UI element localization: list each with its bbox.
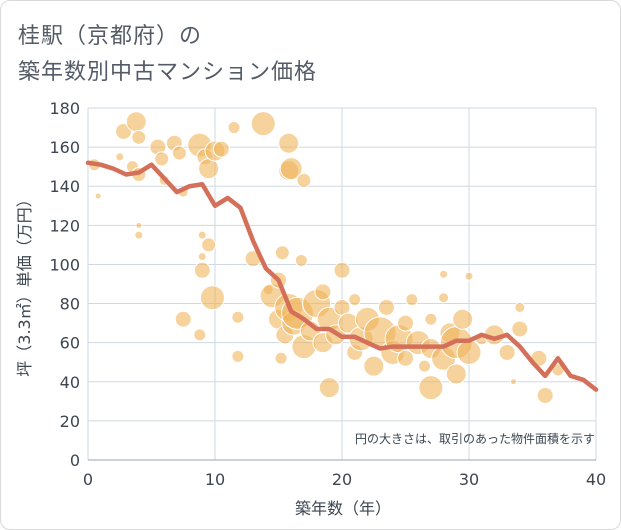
x-tick-label: 20 xyxy=(332,470,352,489)
bubble xyxy=(231,310,245,324)
y-tick-label: 0 xyxy=(70,451,80,470)
bubble xyxy=(377,298,395,316)
y-tick-label: 40 xyxy=(60,373,80,392)
bubble xyxy=(131,129,147,145)
bubble xyxy=(197,252,207,262)
average-line-group xyxy=(85,160,599,392)
x-axis-label: 築年数（年） xyxy=(295,499,391,518)
size-annotation: 円の大きさは、取引のあった物件面積を示す xyxy=(355,431,595,446)
y-tick-label: 80 xyxy=(60,295,80,314)
bubble xyxy=(452,308,474,330)
bubble xyxy=(193,261,211,279)
bubble xyxy=(418,375,444,401)
bubble xyxy=(250,111,276,137)
bubble xyxy=(438,292,450,304)
x-tick-label: 0 xyxy=(83,470,93,489)
bubble xyxy=(509,378,517,386)
bubble xyxy=(198,158,220,180)
bubble xyxy=(193,328,207,342)
chart-title-line2: 築年数別中古マンション価格 xyxy=(18,60,318,85)
bubble xyxy=(231,349,245,363)
y-tick-label: 180 xyxy=(49,99,80,118)
bubble xyxy=(212,140,230,158)
bubble xyxy=(278,132,300,154)
y-tick-label: 100 xyxy=(49,255,80,274)
y-axis-label: 坪（3.3㎡）単価（万円） xyxy=(15,191,34,376)
bubble xyxy=(397,314,414,332)
bubble xyxy=(171,145,187,161)
x-tick-label: 30 xyxy=(459,470,479,489)
bubble xyxy=(154,151,170,167)
axes: 0 20 40 60 80 100 120 140 160 180 0 10 20 30 40 xyxy=(49,99,606,489)
bubble xyxy=(135,221,143,229)
bubble xyxy=(296,172,312,188)
y-tick-label: 160 xyxy=(49,138,80,157)
bubble xyxy=(514,301,526,313)
bubble xyxy=(227,121,241,135)
bubbles xyxy=(87,111,565,404)
bubble xyxy=(424,312,438,326)
bubble xyxy=(363,355,385,377)
bubble xyxy=(199,285,225,311)
bubble xyxy=(348,293,362,307)
bubble xyxy=(536,386,554,404)
bubble xyxy=(418,359,432,373)
bubble xyxy=(318,377,340,399)
bubble xyxy=(464,271,474,281)
bubble xyxy=(294,254,308,268)
y-tick-label: 140 xyxy=(49,177,80,196)
bubble xyxy=(125,111,147,133)
bubble xyxy=(115,152,125,162)
y-tick-label: 120 xyxy=(49,216,80,235)
bubble xyxy=(405,293,419,307)
y-tick-label: 20 xyxy=(60,412,80,431)
x-tick-label: 40 xyxy=(586,470,606,489)
bubble xyxy=(511,320,529,338)
bubble xyxy=(201,237,217,253)
bubble xyxy=(197,230,207,240)
chart-title-line1: 桂駅（京都府）の xyxy=(18,24,203,49)
bubble xyxy=(174,310,192,328)
bubble xyxy=(314,283,332,301)
bubble xyxy=(445,363,467,385)
bubble xyxy=(456,339,482,365)
average-price-line xyxy=(85,160,599,392)
bubble xyxy=(279,157,303,181)
y-tick-label: 60 xyxy=(60,334,80,353)
bubble xyxy=(274,351,288,365)
bubble xyxy=(397,349,414,367)
bubble xyxy=(498,343,516,361)
bubble xyxy=(439,269,449,279)
bubble xyxy=(333,261,351,279)
bubble xyxy=(274,245,290,261)
x-tick-label: 10 xyxy=(205,470,225,489)
bubble xyxy=(94,192,102,200)
bubble xyxy=(134,230,144,240)
